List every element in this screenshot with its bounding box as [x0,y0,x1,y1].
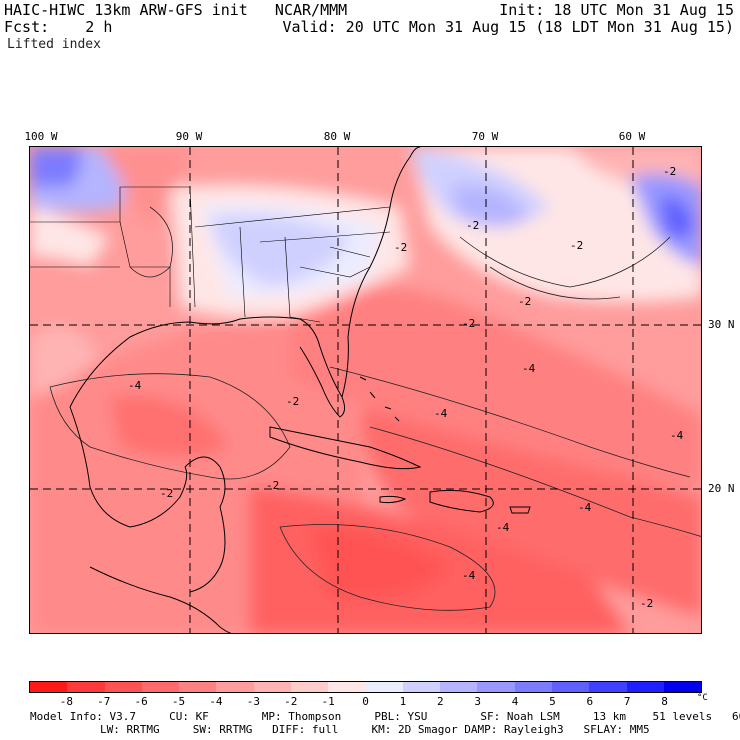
legend-color-cell [551,682,590,692]
legend-tick-label: 2 [436,695,444,708]
contour-label: -4 [496,521,510,534]
legend-color-cell [179,682,217,692]
field-name: Lifted index [7,37,101,52]
legend-tick-label: 7 [623,695,631,708]
contour-label: -2 [640,597,653,610]
contour-value-labels: -2 -2 -2 -2 -2 -2 -4 -4 -4 -4 -4 -4 -2 -… [128,165,684,610]
legend-color-cell [290,682,329,692]
legend-tick-label: 6 [586,695,594,708]
legend-tick-label: 8 [661,695,668,708]
legend-tick-label: -6 [134,695,148,708]
contour-label: -4 [462,569,476,582]
coastlines [69,147,531,633]
contour-lines [49,206,701,611]
legend-color-cell [514,682,552,692]
graticule [30,147,701,633]
contour-label: -4 [670,429,684,442]
map-canvas: -2 -2 -2 -2 -2 -2 -4 -4 -4 -4 -4 -4 -2 -… [30,147,701,633]
legend-tick-label: 0 [362,695,369,708]
contour-label: -4 [128,379,142,392]
contour-label: -2 [466,219,479,232]
legend-color-cell [104,682,142,692]
legend-color-cell [30,682,68,692]
contour-label: -2 [570,239,583,252]
contour-label: -2 [462,317,475,330]
legend-tick-label: -1 [321,695,335,708]
contour-label: -4 [434,407,448,420]
contour-label: -2 [394,241,407,254]
shaded-field [30,147,701,633]
legend-tick-label: 4 [511,695,519,708]
legend-tick-label: -7 [97,695,111,708]
lon-label-60w: 60 W [618,130,646,143]
legend-tick-label: -4 [209,695,223,708]
contour-label: -4 [578,501,592,514]
legend-color-cell [67,682,105,692]
lon-label-100w: 100 W [24,130,58,143]
legend-color-cell [626,682,664,692]
valid-time: Valid: 20 UTC Mon 31 Aug 15 (18 LDT Mon … [282,18,734,36]
legend-tick-label: 1 [399,695,407,708]
legend-color-cell [328,682,366,692]
init-time: Init: 18 UTC Mon 31 Aug 15 [499,1,734,19]
lon-label-80w: 80 W [323,130,351,143]
contour-label: -2 [266,479,279,492]
model-info-line-1: Model Info: V3.7 CU: KF MP: Thompson PBL… [30,710,740,723]
contour-label: -2 [160,487,173,500]
lon-label-90w: 90 W [175,130,203,143]
legend-color-cell [402,682,441,692]
contour-label: -2 [663,165,676,178]
forecast-hour: Fcst: 2 h [4,18,113,36]
legend-tick-label: -2 [284,695,298,708]
model-info-line-2: LW: RRTMG SW: RRTMG DIFF: full KM: 2D Sm… [100,723,650,736]
legend-color-cell [440,682,478,692]
legend-color-cell [216,682,254,692]
lon-label-70w: 70 W [471,130,499,143]
color-legend [29,681,702,693]
legend-color-cell [589,682,627,692]
lat-label-20n: 20 N [708,482,735,495]
legend-tick-label: -5 [171,695,186,708]
lat-label-30n: 30 N [708,318,735,331]
legend-unit: °C [697,693,708,703]
model-title: HAIC-HIWC 13km ARW-GFS init NCAR/MMM [4,1,348,19]
contour-label: -2 [518,295,531,308]
legend-tick-label: -8 [59,695,73,708]
legend-tick-label: -3 [246,695,260,708]
lifted-index-map: -2 -2 -2 -2 -2 -2 -4 -4 -4 -4 -4 -4 -2 -… [29,146,702,634]
legend-color-cell [477,682,515,692]
legend-color-cell [365,682,403,692]
legend-tick-label: 5 [549,695,556,708]
contour-label: -4 [522,362,536,375]
legend-color-cell [663,682,702,692]
legend-color-cell [253,682,291,692]
contour-label: -2 [286,395,299,408]
legend-tick-label: 3 [474,695,481,708]
legend-color-cell [141,682,180,692]
state-boundaries [30,186,391,323]
